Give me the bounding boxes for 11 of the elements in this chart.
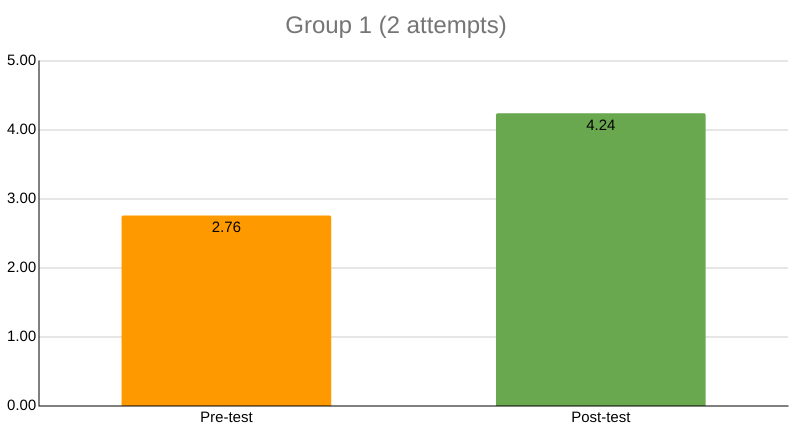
data-label: 4.24 [586,116,616,134]
x-tick-label: Pre-test [200,409,254,426]
y-tick-label: 5.00 [6,52,36,69]
chart-title: Group 1 (2 attempts) [285,12,507,40]
y-tick-label: 1.00 [6,328,36,346]
y-tick-label: 3.00 [6,190,36,208]
x-tick-label: Post-test [571,409,632,426]
data-label: 2.76 [212,219,241,236]
y-tick-label: 2.00 [6,259,36,276]
y-tick-label: 0.00 [6,397,36,414]
y-tick-label: 4.00 [6,120,36,138]
